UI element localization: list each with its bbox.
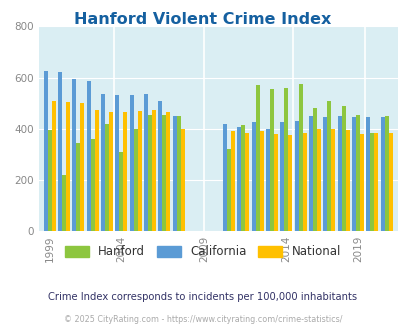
Text: © 2025 CityRating.com - https://www.cityrating.com/crime-statistics/: © 2025 CityRating.com - https://www.city… (64, 315, 341, 324)
Bar (72, 79, 76, 231)
Bar (351, 117, 355, 231)
Bar (279, 122, 284, 231)
Bar (241, 125, 245, 231)
Bar (109, 112, 113, 231)
Bar (133, 129, 137, 231)
Bar (337, 116, 341, 231)
Bar (330, 129, 335, 231)
Bar (273, 134, 277, 231)
Bar (137, 111, 141, 231)
Bar (166, 112, 170, 231)
Bar (105, 124, 109, 231)
Bar (237, 127, 241, 231)
Bar (76, 143, 80, 231)
Bar (380, 117, 384, 231)
Bar (341, 106, 345, 231)
Bar (312, 108, 316, 231)
Bar (365, 117, 369, 231)
Bar (101, 94, 105, 231)
Bar (230, 131, 234, 231)
Bar (265, 129, 269, 231)
Bar (123, 112, 127, 231)
Bar (144, 94, 148, 231)
Bar (130, 95, 133, 231)
Bar (245, 133, 249, 231)
Bar (284, 88, 288, 231)
Bar (269, 89, 273, 231)
Bar (94, 110, 98, 231)
Bar (62, 175, 66, 231)
Bar (326, 101, 330, 231)
Bar (255, 85, 259, 231)
Bar (222, 124, 226, 231)
Bar (58, 73, 62, 231)
Bar (91, 139, 94, 231)
Bar (294, 121, 298, 231)
Bar (388, 133, 392, 231)
Bar (251, 122, 255, 231)
Bar (180, 129, 184, 231)
Bar (173, 116, 176, 231)
Bar (158, 101, 162, 231)
Bar (176, 116, 180, 231)
Bar (369, 133, 373, 231)
Bar (308, 116, 312, 231)
Bar (148, 115, 152, 231)
Bar (152, 110, 156, 231)
Bar (302, 133, 306, 231)
Bar (345, 130, 349, 231)
Bar (87, 82, 91, 231)
Legend: Hanford, California, National: Hanford, California, National (60, 241, 345, 263)
Bar (119, 152, 123, 231)
Bar (288, 135, 292, 231)
Bar (44, 71, 48, 231)
Bar (298, 84, 302, 231)
Bar (226, 149, 230, 231)
Bar (359, 134, 363, 231)
Bar (355, 115, 359, 231)
Bar (80, 103, 84, 231)
Bar (162, 115, 166, 231)
Bar (322, 117, 326, 231)
Bar (66, 102, 70, 231)
Text: Crime Index corresponds to incidents per 100,000 inhabitants: Crime Index corresponds to incidents per… (48, 292, 357, 302)
Bar (51, 101, 55, 231)
Bar (115, 95, 119, 231)
Bar (259, 131, 263, 231)
Bar (48, 130, 51, 231)
Bar (373, 133, 377, 231)
Bar (384, 116, 388, 231)
Text: Hanford Violent Crime Index: Hanford Violent Crime Index (74, 12, 331, 26)
Bar (316, 129, 320, 231)
